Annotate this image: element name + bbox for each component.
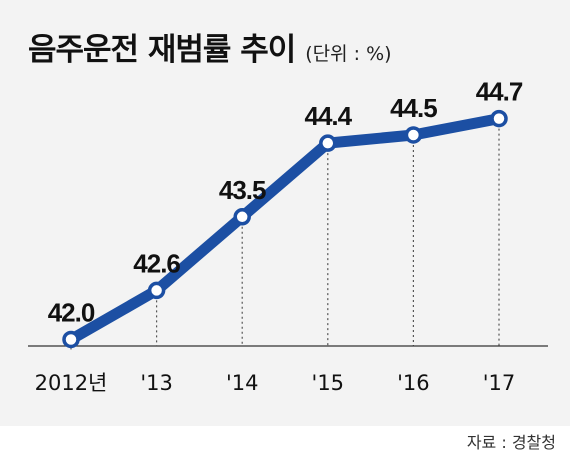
chart-title: 음주운전 재범률 추이 [28, 32, 296, 68]
data-label: 42.0 [48, 297, 95, 327]
x-tick-label: '14 [226, 371, 259, 395]
data-point [147, 281, 166, 300]
x-tick-label: '13 [140, 371, 173, 395]
series-line [65, 113, 505, 345]
data-label: 42.6 [133, 248, 180, 278]
data-point [490, 109, 508, 128]
x-tick-label: '16 [397, 371, 430, 395]
data-label: 44.5 [390, 93, 437, 123]
data-label: 44.4 [304, 101, 352, 131]
data-point [233, 208, 251, 226]
plot-panel [0, 0, 570, 426]
x-tick-label: 2012년 [35, 371, 108, 395]
data-point [319, 134, 337, 152]
data-point [62, 330, 80, 349]
x-tick-label: '17 [483, 371, 516, 395]
data-label: 44.7 [476, 77, 523, 107]
title-row: 음주운전 재범률 추이 (단위 : %) [28, 24, 392, 69]
unit-label: (단위 : %) [305, 43, 392, 65]
data-point [404, 126, 423, 144]
data-label: 43.5 [219, 175, 266, 205]
source-note: 자료 : 경찰청 [466, 433, 556, 452]
x-tick-label: '15 [312, 371, 345, 395]
